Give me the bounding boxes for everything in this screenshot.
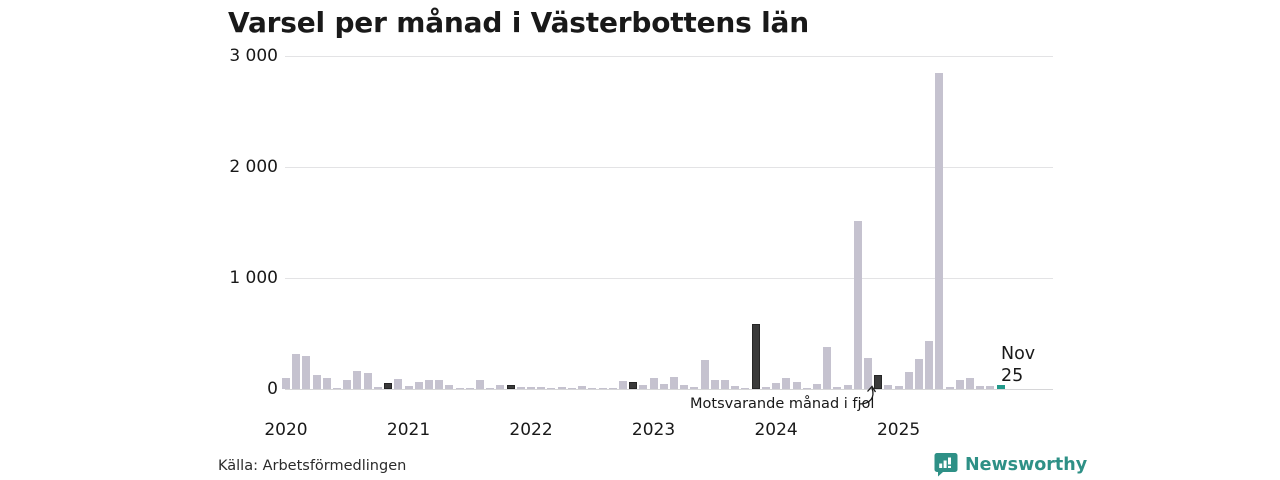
- bar-2020-12: [394, 379, 403, 389]
- fjol-annotation-arrow-icon: [858, 385, 877, 405]
- bar-2025-08: [966, 378, 975, 389]
- bar-2022-02: [537, 387, 546, 389]
- bar-2020-10: [373, 387, 382, 389]
- fjol-annotation-label: Motsvarande månad i fjol: [690, 396, 875, 412]
- bar-2021-08: [475, 379, 484, 389]
- bar-2022-03: [547, 388, 556, 389]
- bar-2024-03: [792, 381, 801, 389]
- bar-2023-01: [649, 378, 658, 389]
- bar-2020-11: [384, 383, 393, 389]
- bar-2025-06: [945, 387, 954, 389]
- bar-2021-04: [435, 380, 444, 389]
- bar-2023-11: [751, 324, 760, 389]
- x-tick-2021: 2021: [386, 420, 431, 440]
- current-month-label: Nov 25: [1001, 343, 1035, 387]
- current-month-year: 25: [1001, 366, 1024, 386]
- bar-2024-09: [853, 221, 862, 389]
- plot-area: [281, 56, 1053, 390]
- x-tick-2025: 2025: [876, 420, 921, 440]
- bar-2025-05: [935, 72, 944, 389]
- bar-2023-07: [710, 380, 719, 389]
- x-tick-2022: 2022: [509, 420, 553, 440]
- y-tick-2000: 2 000: [229, 157, 278, 177]
- bar-2023-02: [659, 384, 668, 389]
- bar-2023-05: [690, 387, 699, 389]
- bar-2024-11: [874, 375, 883, 389]
- bar-2025-03: [915, 359, 924, 389]
- x-axis-line: [285, 389, 1053, 390]
- bar-2024-06: [823, 346, 832, 389]
- y-tick-1000: 1 000: [229, 268, 278, 288]
- gridline-1000: [285, 278, 1053, 279]
- bar-2021-11: [506, 385, 515, 389]
- bar-2024-10: [863, 357, 872, 389]
- bar-2020-06: [333, 387, 342, 389]
- source-credit: Källa: Arbetsförmedlingen: [218, 458, 407, 474]
- x-tick-2020: 2020: [264, 420, 308, 440]
- bar-2025-09: [976, 386, 985, 389]
- newsworthy-branding[interactable]: Newsworthy: [934, 452, 1087, 477]
- bar-2022-12: [639, 385, 648, 389]
- bar-2021-12: [516, 387, 525, 389]
- bar-2022-04: [557, 387, 566, 389]
- bar-2020-09: [363, 373, 372, 389]
- bar-2021-05: [445, 385, 454, 389]
- chart-title: Varsel per månad i Västerbottens län: [228, 6, 809, 39]
- bar-2021-09: [486, 387, 495, 389]
- bar-2020-07: [343, 379, 352, 389]
- bar-2025-02: [904, 371, 913, 389]
- bar-2023-09: [731, 386, 740, 389]
- bar-2025-11: [996, 384, 1005, 389]
- bar-2025-07: [955, 380, 964, 389]
- bar-2023-08: [721, 380, 730, 389]
- bar-2022-06: [578, 386, 587, 389]
- bar-2021-01: [404, 385, 413, 389]
- bar-2020-02: [292, 354, 301, 389]
- gridline-3000: [285, 56, 1053, 57]
- bar-2024-04: [802, 388, 811, 389]
- bar-2020-08: [353, 370, 362, 389]
- bar-2023-06: [700, 360, 709, 389]
- bar-2020-04: [312, 375, 321, 389]
- bar-2022-05: [567, 388, 576, 389]
- bar-2022-07: [588, 387, 597, 389]
- bar-2023-03: [669, 376, 678, 389]
- bar-2021-03: [424, 379, 433, 389]
- bar-2024-12: [884, 385, 893, 389]
- bar-2024-05: [812, 384, 821, 389]
- bar-2021-10: [496, 385, 505, 389]
- bar-2021-06: [455, 387, 464, 389]
- bar-2023-04: [680, 385, 689, 389]
- bar-2022-11: [629, 381, 638, 389]
- bar-2022-10: [618, 381, 627, 389]
- bar-2024-08: [843, 385, 852, 389]
- gridline-2000: [285, 167, 1053, 168]
- bar-2024-01: [772, 383, 781, 389]
- newsworthy-logo-icon: [934, 453, 958, 477]
- bar-2024-07: [833, 387, 842, 389]
- bar-2021-02: [414, 381, 423, 389]
- bar-2022-09: [608, 387, 617, 389]
- bar-2022-01: [527, 387, 536, 389]
- bar-2020-05: [322, 378, 331, 389]
- bar-2025-01: [894, 385, 903, 389]
- bar-2020-01: [282, 377, 290, 389]
- bar-2020-03: [302, 356, 311, 389]
- bar-2023-12: [761, 387, 770, 389]
- bar-2022-08: [598, 387, 607, 389]
- bar-2025-10: [986, 385, 995, 389]
- bar-2023-10: [741, 387, 750, 389]
- x-tick-2023: 2023: [631, 420, 676, 440]
- bar-2021-07: [465, 388, 474, 389]
- bar-2024-02: [782, 377, 791, 389]
- newsworthy-logo-text: Newsworthy: [965, 454, 1088, 475]
- y-tick-0: 0: [267, 379, 278, 399]
- current-month-name: Nov: [1001, 344, 1036, 364]
- x-tick-2024: 2024: [754, 420, 798, 440]
- bar-2025-04: [925, 341, 934, 389]
- y-tick-3000: 3 000: [229, 46, 278, 66]
